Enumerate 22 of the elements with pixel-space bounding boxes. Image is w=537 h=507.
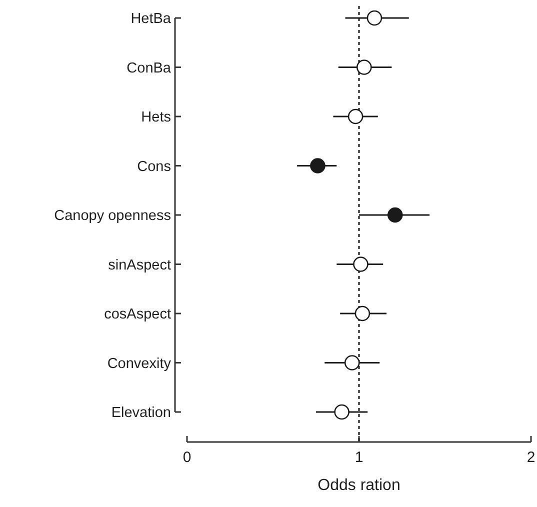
point — [334, 404, 350, 420]
point — [366, 10, 382, 26]
point — [353, 256, 368, 272]
y-tick-label: cosAspect — [104, 306, 171, 323]
x-tick-label: 1 — [354, 449, 364, 466]
point — [387, 207, 403, 223]
y-tick-label: HetBa — [130, 11, 172, 28]
point — [310, 158, 326, 174]
x-axis-title: Odds ration — [318, 477, 400, 494]
x-tick-label: 0 — [182, 449, 192, 466]
point — [354, 306, 370, 322]
point — [356, 60, 372, 75]
y-tick-label: Cons — [137, 158, 171, 175]
y-tick-label: ConBa — [126, 60, 172, 76]
y-tick-label: Hets — [141, 110, 171, 126]
point — [348, 108, 364, 124]
y-tick-label: Convexity — [107, 356, 172, 372]
y-tick-label: Elevation — [111, 405, 171, 422]
x-tick-label: 2 — [526, 449, 536, 466]
y-tick-label: sinAspect — [108, 257, 171, 274]
y-tick-label: Canopy openness — [54, 208, 171, 224]
point — [344, 355, 360, 370]
